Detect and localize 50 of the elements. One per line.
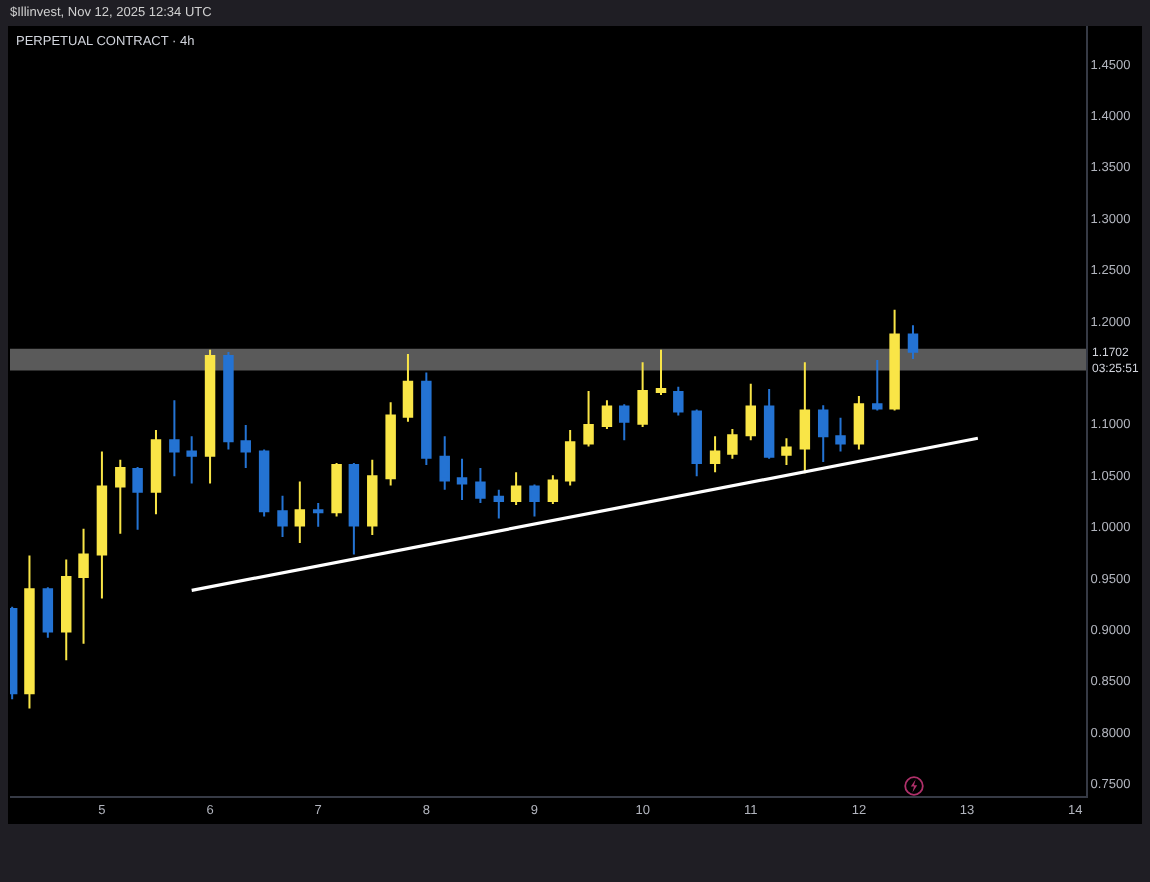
candlestick [96,450,108,600]
candlestick [402,352,414,423]
candlestick [240,423,251,470]
candlestick [872,359,883,412]
candlestick [709,435,721,474]
candlestick [564,429,576,487]
candlestick [763,387,775,460]
candlestick [889,308,900,412]
candlestick [493,488,505,520]
candlestick [78,527,89,645]
candlestick [601,399,613,430]
candlestick [150,429,162,516]
candlestick [367,458,378,536]
candlestick [529,483,540,518]
candlestick [439,435,450,491]
candlestick [745,382,756,442]
candlestick [510,471,522,507]
candlestick [223,350,234,451]
candlestick [853,395,865,451]
candlestick [691,408,702,478]
candlestick [61,558,72,662]
candlestick [637,361,648,428]
candlestick [781,437,792,466]
candlestick [115,458,126,535]
candlestick [907,324,919,361]
candlestick [42,586,54,639]
candlestick [619,403,630,442]
candlestick [169,399,180,478]
candlestick [456,457,468,501]
candlestick [348,461,360,556]
candlestick [331,461,342,518]
candlestick [835,416,846,453]
candlestick [673,385,684,417]
candlestick [294,480,306,545]
candlestick [277,494,288,538]
candlestick [258,448,270,518]
candlestick [817,404,829,463]
candlestick [204,348,216,485]
candlestick [475,467,486,504]
candlestick [583,389,594,448]
candlestick [24,554,35,710]
candlestick [655,348,667,397]
candlestick [547,474,559,506]
candlestick [799,361,811,475]
candlestick [186,435,197,485]
candlestick [727,428,738,460]
candlestick [312,502,324,528]
candlestick [421,371,432,466]
candlestick [385,401,396,487]
candlestick [132,466,143,531]
